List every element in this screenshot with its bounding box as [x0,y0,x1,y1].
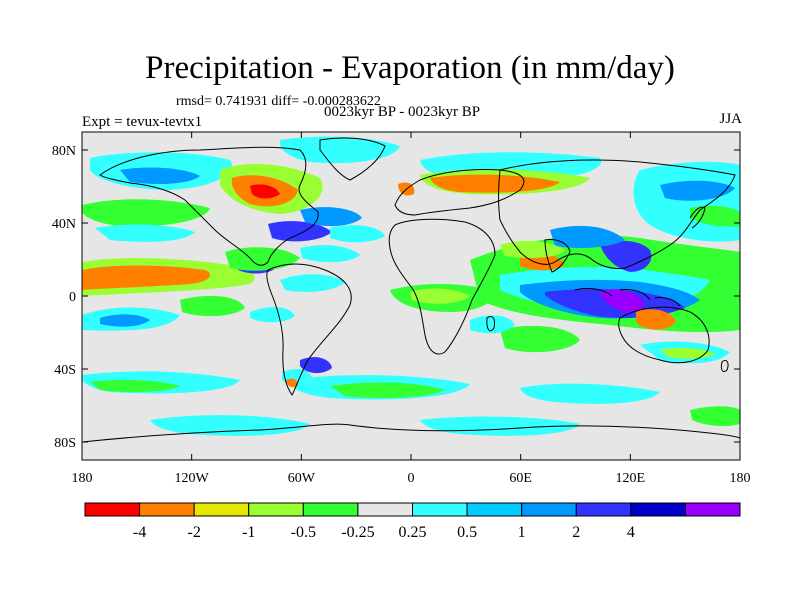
field-patch [95,224,195,242]
coast-australia [618,306,710,364]
field-patch [500,325,580,353]
x-tick-label: 60W [288,471,316,486]
colorbar-label: -4 [133,524,146,541]
colorbar-label: 1 [518,524,526,541]
field-patch [550,225,625,248]
experiment-label: Expt = tevux-tevtx1 [82,114,203,130]
field-patch [690,406,740,427]
field-patch [520,383,660,404]
field-patch [430,174,560,193]
colorbar: -4 -2 -1 -0.5 -0.25 0.25 0.5 1 2 4 [84,502,741,541]
colorbar-label: 4 [627,524,635,541]
y-tick-label: 40S [54,363,76,378]
stats-label: rmsd= 0.741931 diff= -0.000283622 [176,94,381,109]
field-patch [660,180,735,201]
field-patch [330,225,385,243]
colorbar-label: -2 [188,524,201,541]
colorbar-box [248,502,304,517]
colorbar-label: -0.5 [291,524,316,541]
field-patch [250,184,280,199]
coast-indonesia [574,287,681,307]
field-patch [120,167,200,184]
colorbar-label: -1 [242,524,255,541]
x-tick-label: 60E [509,471,532,486]
field-patch [410,288,470,304]
colorbar-box [84,502,141,517]
colorbar-label: 0.5 [457,524,477,541]
field-patch [330,382,445,398]
coast-new-zealand [720,359,729,373]
coast-india [544,239,571,273]
colorbar-box [521,502,577,517]
x-tick-label: 120E [616,471,646,486]
x-tick-label: 180 [730,471,751,486]
season-label: JJA [719,111,742,127]
colorbar-box [412,502,468,517]
field-patch [300,357,332,374]
field-patch [82,265,210,290]
field-patch [600,240,652,272]
colorbar-box [357,502,413,517]
field-patch [279,136,400,164]
coastlines [82,137,740,443]
field-patch [82,273,112,287]
plot-title: Precipitation - Evaporation (in mm/day) [145,50,675,86]
colorbar-label: -0.25 [341,524,374,541]
field-patch [250,307,295,323]
field-patch [280,274,345,292]
coast-antarctica [82,423,740,443]
colorbar-box [684,502,741,517]
colorbar-box [466,502,523,517]
field-patch [150,415,310,436]
colorbar-label: 2 [572,524,580,541]
coast-madagascar [486,315,495,332]
field-patch [470,315,515,334]
x-tick-label: 120W [175,471,210,486]
y-tick-label: 80N [52,144,76,159]
x-tick-label: 180 [72,471,93,486]
coast-greenland [319,137,386,181]
coast-africa [388,218,496,355]
field-patch [690,205,740,227]
colorbar-box [302,502,359,517]
colorbar-box [575,502,632,517]
field-patch [500,240,565,258]
field-patch [300,245,360,263]
field-patch [300,207,362,227]
colorbar-label: 0.25 [399,524,427,541]
period-label: 0023kyr BP - 0023kyr BP [324,104,481,120]
x-tick-label: 0 [408,471,415,486]
coast-europe [394,169,525,216]
coast-north-america [99,146,319,266]
field-patch [82,199,210,227]
colorbar-box [193,502,250,517]
coast-japan [689,206,706,229]
y-tick-label: 40N [52,217,76,232]
y-tick-label: 80S [54,436,76,451]
field-patch [90,379,180,393]
coast-south-america [266,263,352,396]
field-patch [100,314,150,327]
field-patch [180,295,245,317]
x-axis: 180 120W 60W 0 60E 120E 180 [72,132,751,486]
coast-asia [498,159,736,269]
colorbar-box [139,502,195,517]
y-axis: 80N 40N 0 40S 80S [52,144,740,451]
field-patch [286,378,298,388]
colorbar-box [630,502,686,517]
field-patch [268,221,332,242]
field-patch [636,309,676,330]
y-tick-label: 0 [69,290,76,305]
